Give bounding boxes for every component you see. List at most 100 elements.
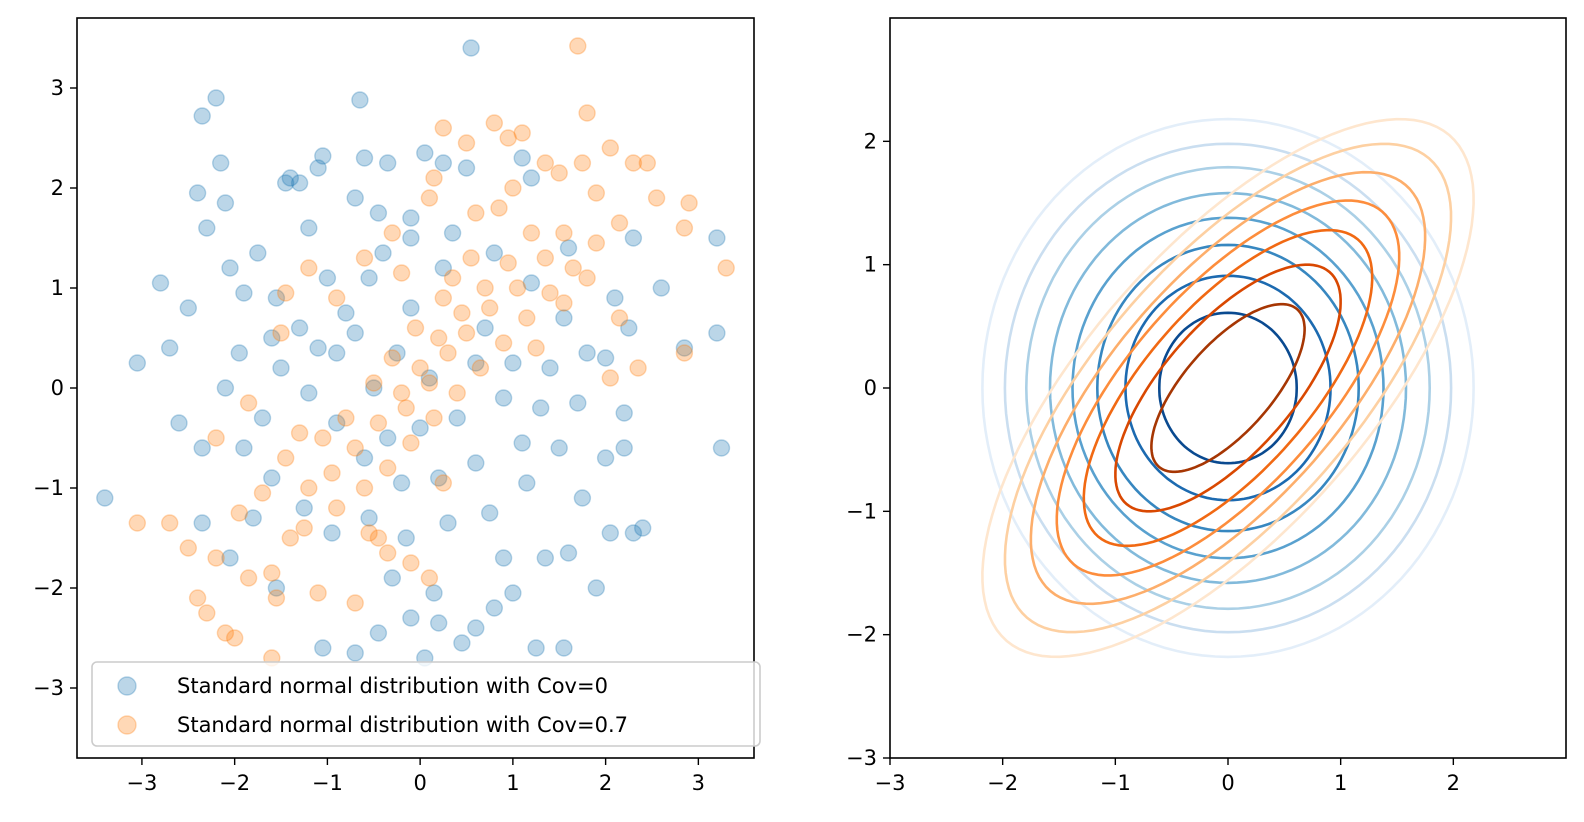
point-cov0 [550, 439, 568, 457]
point-cov0 [383, 569, 401, 587]
point-cov07 [253, 484, 272, 502]
point-cov0 [346, 324, 364, 342]
point-cov0 [290, 174, 309, 192]
contour-cov07 [1029, 170, 1427, 606]
point-cov0 [360, 509, 378, 527]
contour-cov07 [1114, 263, 1342, 513]
point-cov07 [392, 384, 411, 402]
point-cov0 [573, 489, 592, 507]
point-cov0 [198, 219, 216, 237]
scatter-xtick-label: 3 [692, 771, 705, 795]
point-cov07 [323, 464, 341, 482]
point-cov07 [499, 129, 517, 147]
point-cov0 [346, 644, 364, 662]
point-cov07 [425, 409, 443, 427]
scatter-ytick-label: −1 [33, 476, 64, 500]
point-cov0 [494, 549, 513, 567]
point-cov07 [457, 324, 476, 342]
point-cov07 [518, 309, 536, 327]
point-cov0 [532, 399, 550, 417]
point-cov0 [392, 474, 411, 492]
point-cov0 [221, 549, 239, 567]
point-cov0 [555, 309, 573, 327]
point-cov07 [188, 589, 207, 607]
point-cov0 [193, 107, 211, 125]
point-cov07 [587, 184, 605, 202]
point-cov0 [620, 319, 638, 337]
point-cov0 [314, 147, 332, 165]
point-cov0 [337, 304, 355, 322]
point-cov07 [564, 259, 582, 277]
point-cov0 [249, 244, 267, 262]
point-cov07 [522, 224, 541, 242]
point-cov0 [277, 174, 295, 192]
point-cov0 [615, 439, 633, 457]
scatter-ytick-label: 1 [51, 276, 64, 300]
point-cov0 [369, 204, 388, 222]
point-cov0 [708, 229, 726, 247]
point-cov07 [601, 369, 619, 387]
point-cov0 [504, 354, 522, 372]
point-cov07 [160, 514, 179, 532]
point-cov07 [277, 284, 295, 302]
point-cov0 [309, 159, 327, 177]
point-cov07 [411, 359, 429, 377]
point-cov07 [355, 479, 374, 497]
point-cov0 [578, 344, 596, 362]
point-cov07 [383, 349, 401, 367]
contour-xtick-label: −2 [987, 771, 1018, 795]
point-cov07 [420, 189, 439, 207]
point-cov07 [439, 344, 457, 362]
point-cov07 [337, 409, 355, 427]
point-cov0 [416, 144, 434, 162]
scatter-ticks: −3 −2 −1 0 1 2 3 −3 −2 −1 0 1 2 3 [33, 76, 705, 795]
point-cov07 [513, 124, 531, 142]
point-cov0 [439, 514, 457, 532]
point-cov0 [346, 189, 364, 207]
point-cov0 [369, 624, 388, 642]
point-cov0 [481, 504, 499, 522]
point-cov07 [309, 584, 327, 602]
point-cov07 [383, 224, 401, 242]
contour-ytick-label: −1 [846, 499, 877, 523]
point-cov0 [351, 91, 369, 109]
point-cov07 [536, 154, 554, 172]
point-cov07 [610, 214, 629, 232]
scatter-points [96, 37, 735, 667]
point-cov07 [541, 284, 559, 302]
point-cov0 [624, 524, 643, 542]
point-cov0 [467, 454, 485, 472]
point-cov0 [263, 329, 281, 347]
point-cov07 [457, 134, 476, 152]
point-cov0 [411, 419, 429, 437]
point-cov0 [216, 379, 235, 397]
point-cov0 [652, 279, 670, 297]
point-cov07 [569, 37, 587, 55]
point-cov0 [587, 579, 605, 597]
scatter-xtick-label: −1 [312, 771, 343, 795]
point-cov07 [216, 624, 235, 642]
point-cov0 [355, 149, 374, 167]
point-cov07 [504, 179, 522, 197]
point-cov0 [425, 584, 443, 602]
point-cov07 [267, 589, 286, 607]
point-cov07 [453, 304, 471, 322]
point-cov0 [596, 449, 615, 467]
point-cov07 [239, 569, 258, 587]
legend-label-cov0: Standard normal distribution with Cov=0 [177, 674, 608, 698]
point-cov0 [267, 289, 286, 307]
point-cov07 [402, 434, 420, 452]
point-cov0 [230, 344, 249, 362]
point-cov07 [462, 249, 480, 267]
point-cov0 [221, 259, 239, 277]
point-cov07 [610, 309, 629, 327]
point-cov0 [295, 499, 313, 517]
point-cov0 [518, 474, 536, 492]
contour-xtick-label: −1 [1100, 771, 1131, 795]
point-cov07 [225, 629, 244, 647]
point-cov0 [430, 469, 448, 487]
point-cov0 [216, 194, 235, 212]
scatter-ytick-label: −2 [33, 576, 64, 600]
point-cov0 [522, 274, 541, 292]
